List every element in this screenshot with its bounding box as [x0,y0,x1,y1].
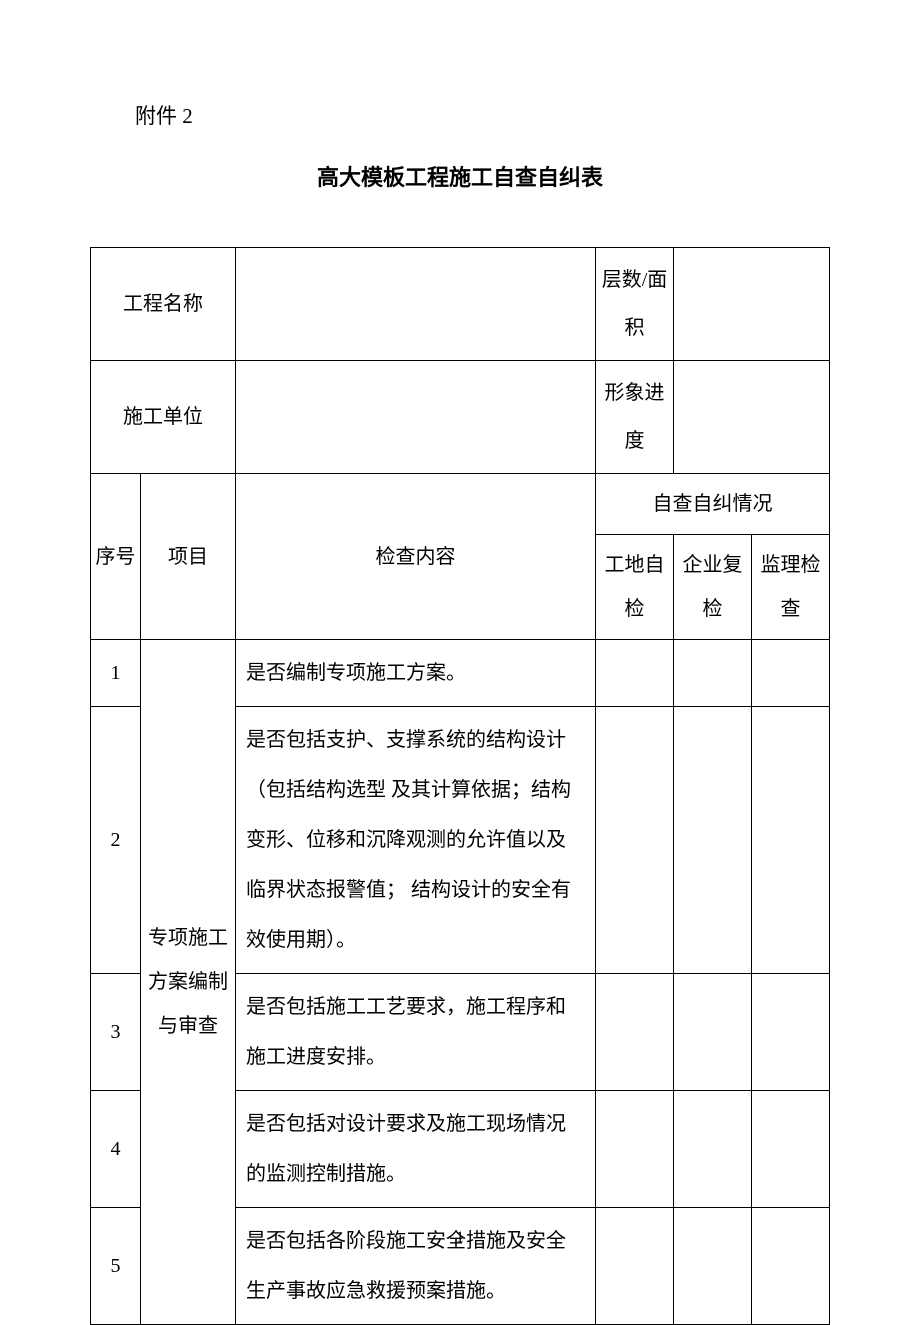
row-site-check [596,640,674,707]
row-seq: 4 [91,1091,141,1208]
header-project: 项目 [141,474,236,640]
floors-area-label: 层数/面积 [596,248,674,361]
row-seq: 2 [91,707,141,974]
header-supervision-check: 监理检查 [752,535,830,640]
row-content: 是否包括支护、支撑系统的结构设计（包括结构选型 及其计算依据；结构变形、位移和沉… [236,707,596,974]
header-seq: 序号 [91,474,141,640]
row-supervision-check [752,1091,830,1208]
header-site-check: 工地自检 [596,535,674,640]
row-enterprise-recheck [674,1091,752,1208]
attachment-label: 附件 2 [135,100,830,130]
header-content: 检查内容 [236,474,596,640]
row-content: 是否包括各阶段施工安全措施及安全生产事故应急救援预案措施。 [236,1208,596,1325]
floors-area-value [674,248,830,361]
row-supervision-check [752,974,830,1091]
project-name-value [236,248,596,361]
table-row: 1 专项施工方案编制与审查 是否编制专项施工方案。 [91,640,830,707]
row-site-check [596,707,674,974]
row-enterprise-recheck [674,707,752,974]
row-enterprise-recheck [674,640,752,707]
row-supervision-check [752,707,830,974]
inspection-table: 工程名称 层数/面积 施工单位 形象进度 序号 项目 检查内容 自查自纠情况 工… [90,247,830,1325]
page-number: 1 [0,1229,920,1247]
construction-unit-label: 施工单位 [91,361,236,474]
construction-unit-value [236,361,596,474]
info-row-construction-unit: 施工单位 形象进度 [91,361,830,474]
row-site-check [596,1091,674,1208]
row-seq: 3 [91,974,141,1091]
table-header-row-1: 序号 项目 检查内容 自查自纠情况 [91,474,830,535]
header-enterprise-recheck: 企业复检 [674,535,752,640]
row-seq: 5 [91,1208,141,1325]
progress-label: 形象进度 [596,361,674,474]
row-content: 是否编制专项施工方案。 [236,640,596,707]
row-enterprise-recheck [674,974,752,1091]
row-enterprise-recheck [674,1208,752,1325]
project-name-label: 工程名称 [91,248,236,361]
info-row-project-name: 工程名称 层数/面积 [91,248,830,361]
header-self-check-situation: 自查自纠情况 [596,474,830,535]
row-supervision-check [752,640,830,707]
category-name: 专项施工方案编制与审查 [141,640,236,1325]
row-site-check [596,974,674,1091]
page-title: 高大模板工程施工自查自纠表 [90,160,830,192]
row-content: 是否包括施工工艺要求，施工程序和施工进度安排。 [236,974,596,1091]
row-site-check [596,1208,674,1325]
progress-value [674,361,830,474]
row-supervision-check [752,1208,830,1325]
row-seq: 1 [91,640,141,707]
row-content: 是否包括对设计要求及施工现场情况的监测控制措施。 [236,1091,596,1208]
